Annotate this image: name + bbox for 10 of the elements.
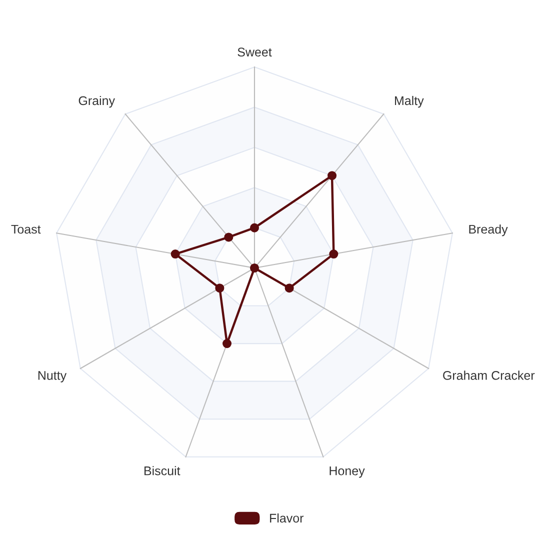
spoke-label: Honey <box>330 466 365 478</box>
spoke-label: Nutty <box>38 371 67 382</box>
legend-label: Flavor <box>270 513 304 523</box>
spoke-label: Grainy <box>78 96 115 108</box>
spoke-label: Malty <box>395 96 424 108</box>
spoke-label: Sweet <box>238 48 272 57</box>
spoke-label: Bready <box>469 224 508 236</box>
spoke-label: Biscuit <box>144 466 180 476</box>
spoke-label: Toast <box>11 224 41 234</box>
spoke-label: Graham Cracker <box>443 370 535 380</box>
